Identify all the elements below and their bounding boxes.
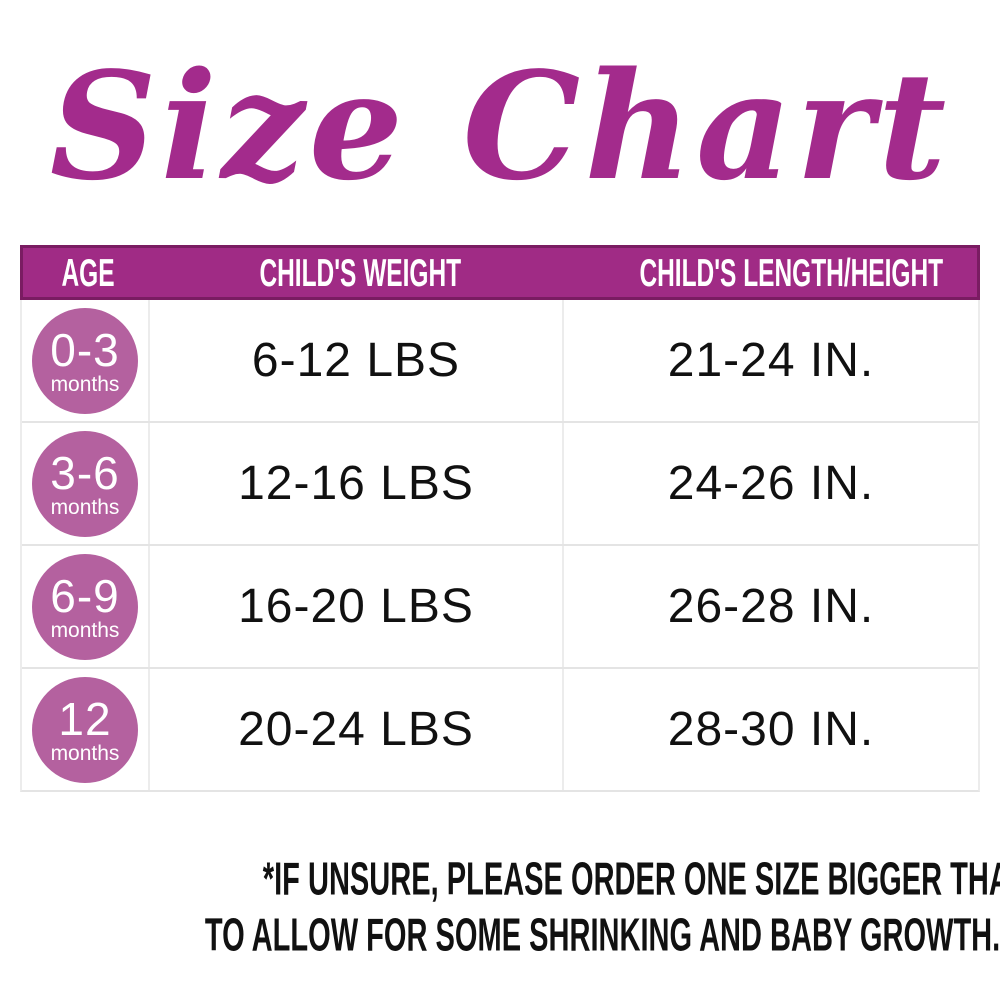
header-age: AGE — [23, 249, 153, 295]
age-unit: months — [50, 741, 120, 765]
header-length: CHILD'S LENGTH/HEIGHT — [568, 249, 983, 295]
footnote-line-1: *IF UNSURE, PLEASE ORDER ONE SIZE BIGGER… — [262, 853, 1000, 906]
header-length-label: CHILD'S LENGTH/HEIGHT — [639, 249, 944, 295]
length-cell: 24-26 IN. — [564, 423, 978, 544]
length-value: 24-26 IN. — [667, 457, 875, 510]
age-badge: 0-3 months — [32, 307, 138, 414]
header-weight: CHILD'S WEIGHT — [153, 249, 568, 295]
weight-cell: 20-24 LBS — [150, 669, 564, 790]
weight-value: 12-16 LBS — [238, 457, 474, 510]
length-cell: 28-30 IN. — [564, 669, 978, 790]
table-row: 12 months 20-24 LBS 28-30 IN. — [22, 669, 978, 790]
table-row: 6-9 months 16-20 LBS 26-28 IN. — [22, 546, 978, 669]
length-cell: 21-24 IN. — [564, 300, 978, 421]
table-row: 3-6 months 12-16 LBS 24-26 IN. — [22, 423, 978, 546]
age-range: 0-3 — [50, 323, 120, 376]
age-range: 6-9 — [50, 569, 120, 622]
page-title: Size Chart — [49, 38, 951, 213]
age-unit: months — [50, 372, 120, 396]
age-badge: 12 months — [32, 676, 138, 783]
weight-cell: 12-16 LBS — [150, 423, 564, 544]
weight-value: 16-20 LBS — [238, 580, 474, 633]
footnote: *IF UNSURE, PLEASE ORDER ONE SIZE BIGGER… — [0, 852, 1000, 964]
weight-value: 6-12 LBS — [251, 334, 461, 387]
size-table: AGE CHILD'S WEIGHT CHILD'S LENGTH/HEIGHT… — [20, 245, 980, 792]
age-badge: 3-6 months — [32, 430, 138, 537]
table-row: 0-3 months 6-12 LBS 21-24 IN. — [22, 300, 978, 423]
length-value: 26-28 IN. — [667, 580, 875, 633]
footnote-line-2: TO ALLOW FOR SOME SHRINKING AND BABY GRO… — [204, 909, 1000, 962]
age-range: 12 — [58, 692, 112, 745]
age-cell: 0-3 months — [22, 300, 150, 421]
length-value: 28-30 IN. — [667, 703, 875, 756]
age-cell: 3-6 months — [22, 423, 150, 544]
age-cell: 12 months — [22, 669, 150, 790]
age-range: 3-6 — [50, 446, 120, 499]
length-value: 21-24 IN. — [667, 334, 875, 387]
table-header-row: AGE CHILD'S WEIGHT CHILD'S LENGTH/HEIGHT — [20, 245, 980, 300]
age-unit: months — [50, 618, 120, 642]
table-body: 0-3 months 6-12 LBS 21-24 IN. 3-6 months — [20, 300, 980, 792]
length-cell: 26-28 IN. — [564, 546, 978, 667]
age-badge: 6-9 months — [32, 553, 138, 660]
header-age-label: AGE — [61, 249, 115, 295]
age-cell: 6-9 months — [22, 546, 150, 667]
weight-value: 20-24 LBS — [238, 703, 474, 756]
age-unit: months — [50, 495, 120, 519]
weight-cell: 6-12 LBS — [150, 300, 564, 421]
header-weight-label: CHILD'S WEIGHT — [259, 249, 462, 295]
weight-cell: 16-20 LBS — [150, 546, 564, 667]
